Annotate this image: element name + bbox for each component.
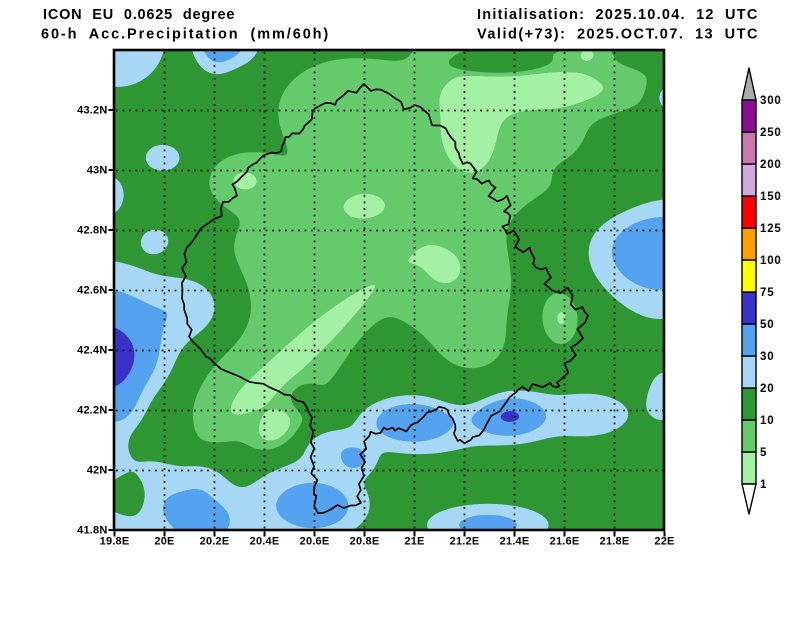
svg-text:100: 100: [760, 255, 782, 267]
svg-text:20E: 20E: [154, 535, 174, 547]
svg-text:42.2N: 42.2N: [77, 405, 107, 417]
svg-text:42N: 42N: [87, 465, 108, 477]
svg-text:41.8N: 41.8N: [77, 525, 107, 537]
svg-text:200: 200: [760, 159, 782, 171]
svg-text:43N: 43N: [87, 165, 108, 177]
svg-text:20: 20: [760, 383, 774, 395]
svg-text:22E: 22E: [654, 535, 674, 547]
svg-text:21.8E: 21.8E: [600, 535, 630, 547]
svg-text:20.6E: 20.6E: [300, 535, 330, 547]
svg-text:20.4E: 20.4E: [250, 535, 280, 547]
svg-text:20.2E: 20.2E: [200, 535, 230, 547]
svg-text:60-h Acc.Precipitation (mm/60h: 60-h Acc.Precipitation (mm/60h): [41, 27, 330, 43]
svg-text:75: 75: [760, 287, 774, 299]
svg-text:300: 300: [760, 95, 782, 107]
svg-text:43.2N: 43.2N: [77, 105, 107, 117]
svg-text:19.8E: 19.8E: [100, 535, 130, 547]
svg-text:21.6E: 21.6E: [550, 535, 580, 547]
svg-text:42.6N: 42.6N: [77, 285, 107, 297]
svg-text:21E: 21E: [404, 535, 424, 547]
svg-text:5: 5: [760, 447, 767, 459]
svg-text:1: 1: [760, 479, 767, 491]
svg-text:50: 50: [760, 319, 774, 331]
svg-text:42.4N: 42.4N: [77, 345, 107, 357]
svg-text:21.4E: 21.4E: [500, 535, 530, 547]
svg-text:20.8E: 20.8E: [350, 535, 380, 547]
svg-text:150: 150: [760, 191, 782, 203]
svg-text:42.8N: 42.8N: [77, 225, 107, 237]
svg-text:Initialisation: 2025.10.04. 12: Initialisation: 2025.10.04. 12 UTC: [477, 7, 759, 23]
svg-text:30: 30: [760, 351, 774, 363]
svg-text:ICON EU 0.0625 degree: ICON EU 0.0625 degree: [43, 7, 235, 23]
svg-text:21.2E: 21.2E: [450, 535, 480, 547]
svg-text:250: 250: [760, 127, 782, 139]
svg-text:125: 125: [760, 223, 782, 235]
svg-text:10: 10: [760, 415, 774, 427]
svg-text:Valid(+73): 2025.OCT.07. 13 UT: Valid(+73): 2025.OCT.07. 13 UTC: [477, 27, 759, 43]
